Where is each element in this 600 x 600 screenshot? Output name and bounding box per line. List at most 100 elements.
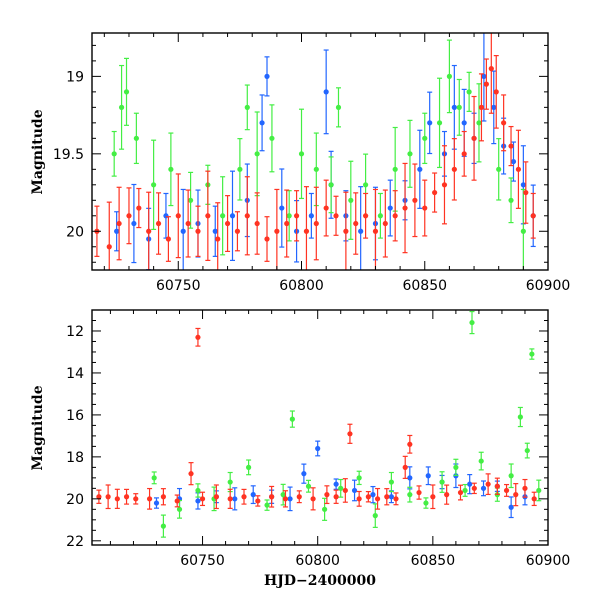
top-data-point: [348, 197, 354, 203]
bottom-data-point: [227, 496, 233, 502]
top-data-point: [165, 236, 172, 242]
top-data-point: [382, 220, 388, 227]
top-data-point: [377, 213, 383, 219]
top-data-point: [358, 228, 364, 234]
top-data-point: [106, 244, 112, 250]
top-data-point: [363, 213, 369, 219]
bottom-data-point: [524, 447, 530, 454]
bottom-series-2: [96, 327, 537, 511]
bottom-data-point: [296, 494, 302, 500]
bottom-data-point: [338, 485, 344, 491]
top-data-point: [392, 166, 398, 172]
bottom-data-point: [174, 498, 180, 504]
top-data-point: [215, 236, 221, 242]
bottom-data-point: [227, 479, 233, 485]
bottom-data-point: [282, 496, 289, 502]
bottom-data-point: [123, 494, 130, 500]
top-data-point: [195, 228, 201, 234]
bottom-data-point: [480, 485, 487, 491]
bottom-data-point: [423, 500, 429, 506]
top-data-point: [466, 89, 472, 95]
bottom-data-point: [305, 483, 312, 489]
top-data-point: [422, 205, 428, 211]
top-data-point: [402, 205, 408, 211]
bottom-data-marks: [96, 310, 542, 538]
bottom-data-point: [356, 475, 362, 481]
bottom-data-point: [301, 471, 307, 477]
bottom-y-tick-label: 14: [66, 366, 84, 382]
bottom-data-point: [453, 464, 459, 470]
top-data-point: [523, 189, 529, 196]
bottom-data-point: [310, 496, 316, 502]
bottom-y-tick-label: 16: [66, 408, 84, 424]
top-data-point: [185, 220, 191, 227]
top-data-point: [510, 158, 517, 165]
bottom-data-point: [494, 483, 500, 489]
top-data-point: [483, 81, 489, 87]
bottom-data-point: [462, 487, 468, 494]
top-data-point: [422, 135, 428, 141]
top-data-point: [478, 104, 485, 110]
bottom-data-point: [287, 496, 293, 502]
top-data-point: [116, 220, 122, 227]
top-data-point: [451, 104, 457, 110]
bottom-x-tick-label: 60850: [411, 553, 456, 569]
top-data-point: [212, 228, 218, 234]
bottom-data-point: [457, 489, 464, 496]
top-data-point: [441, 182, 448, 188]
top-data-point: [234, 228, 241, 234]
top-data-point: [520, 228, 526, 234]
top-data-point: [508, 143, 514, 149]
top-data-point: [279, 205, 285, 211]
top-data-point: [488, 66, 494, 72]
bottom-axis-ticks: 60750 60800 60850 60900 12 14 16 18 20 22: [66, 309, 570, 569]
top-data-point: [461, 120, 467, 126]
top-panel: 60750 60800 60850 60900 19 19.5 20 Magnitude: [30, 32, 571, 294]
top-data-point: [114, 228, 120, 234]
bottom-data-point: [388, 479, 394, 485]
top-data-point: [515, 166, 522, 172]
top-data-point: [520, 182, 526, 188]
top-data-point: [274, 228, 280, 234]
bottom-data-point: [517, 414, 523, 420]
top-data-point: [180, 228, 186, 234]
bottom-data-point: [365, 494, 371, 500]
bottom-data-point: [146, 496, 153, 502]
bottom-data-point: [195, 487, 201, 494]
top-data-point: [461, 151, 467, 157]
bottom-data-point: [407, 492, 413, 498]
bottom-data-point: [315, 445, 321, 452]
top-data-point: [286, 213, 292, 219]
bottom-data-point: [153, 500, 160, 506]
top-data-marks: [94, 33, 536, 270]
bottom-data-point: [351, 487, 358, 494]
top-data-point: [363, 182, 369, 188]
top-data-point: [313, 166, 319, 172]
top-data-point: [493, 89, 499, 95]
bottom-data-point: [522, 485, 528, 491]
top-series-0: [114, 33, 536, 270]
top-data-point: [244, 213, 250, 219]
top-data-point: [436, 120, 443, 126]
top-data-point: [123, 89, 130, 95]
bottom-data-point: [246, 464, 252, 470]
bottom-data-point: [416, 489, 422, 496]
bottom-data-point: [176, 506, 183, 512]
top-data-point: [417, 166, 423, 172]
top-y-tick-label: 19: [66, 69, 84, 85]
bottom-panel: 60750 60800 60850 60900 12 14 16 18 20 22 Magnitu…: [30, 309, 570, 589]
bottom-data-point: [324, 492, 330, 498]
top-data-point: [269, 135, 275, 141]
bottom-data-point: [96, 494, 102, 500]
bottom-x-axis-label: HJD−2400000: [264, 573, 376, 589]
top-data-point: [133, 135, 139, 141]
bottom-plot-frame: [91, 309, 549, 546]
top-data-point: [407, 151, 413, 157]
bottom-y-tick-label: 18: [66, 450, 84, 466]
bottom-data-point: [407, 475, 413, 481]
top-data-point: [451, 166, 457, 172]
top-x-tick-label: 60900: [526, 278, 571, 294]
bottom-data-point: [105, 494, 111, 500]
top-data-point: [155, 220, 162, 227]
bottom-data-point: [478, 458, 484, 464]
